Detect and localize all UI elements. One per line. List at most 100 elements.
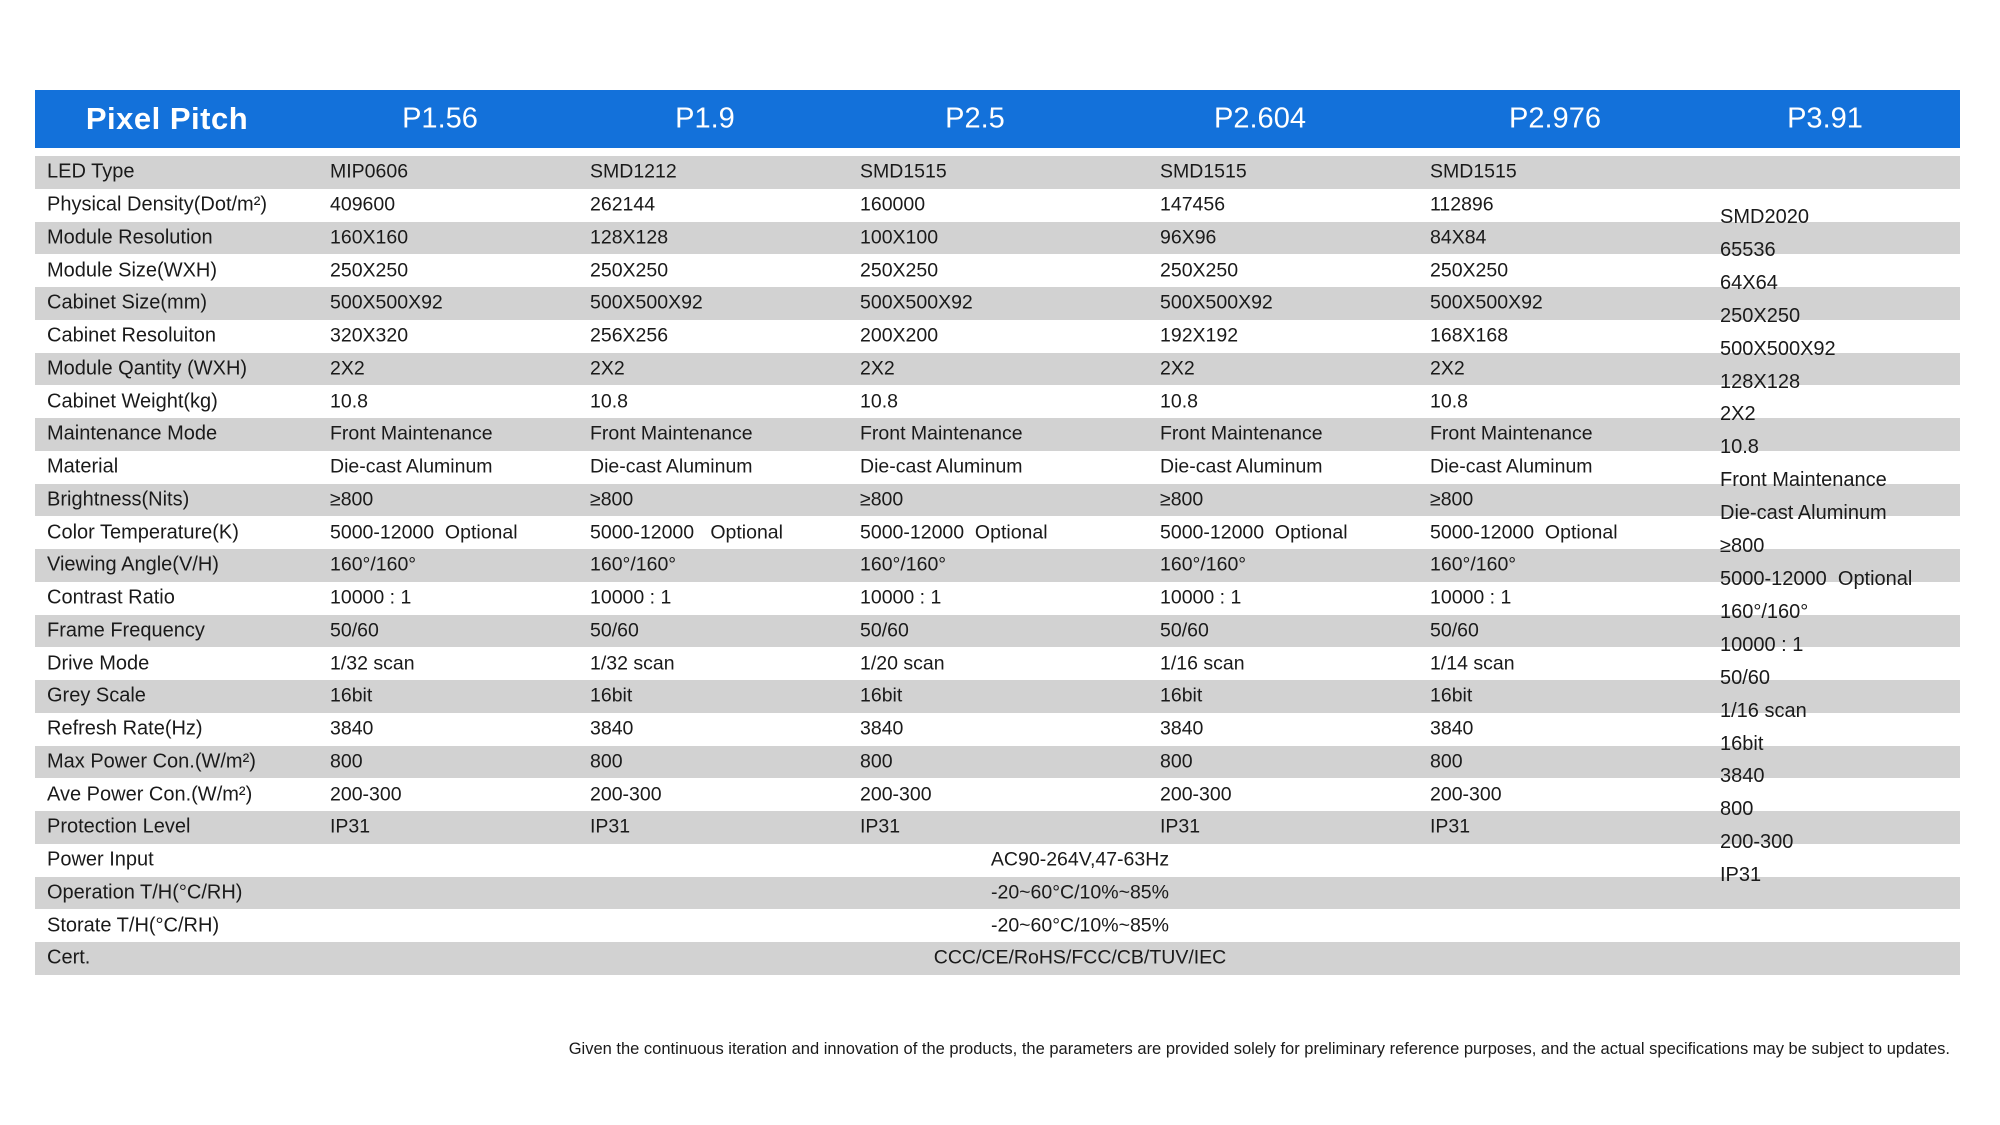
row-label: Cert. bbox=[47, 946, 91, 969]
table-row: Operation T/H(°C/RH) -20~60°C/10%~85% bbox=[35, 876, 1960, 910]
cell-value: 500X500X92 bbox=[1160, 291, 1273, 314]
cell-value: 3840 bbox=[1430, 717, 1474, 740]
cell-value: 250X250 bbox=[1430, 259, 1509, 282]
cell-value: 192X192 bbox=[1160, 324, 1239, 347]
table-row: Ave Power Con.(W/m²) 200-300 200-300 200-30… bbox=[35, 778, 1960, 811]
table-row: Color Temperature(K) 5000-12000 Optional 5… bbox=[35, 516, 1960, 549]
cell-value: 10000 : 1 bbox=[860, 586, 942, 609]
cell-value: 2X2 bbox=[860, 357, 895, 380]
cell-value: 147456 bbox=[1160, 193, 1226, 216]
table-row: Power Input AC90-264V,47-63Hz bbox=[35, 843, 1960, 877]
cell-value: ≥800 bbox=[1160, 488, 1204, 511]
cell-value: 10.8 bbox=[1430, 390, 1468, 413]
cell-value: 16bit bbox=[860, 684, 903, 707]
p391-item: 200-300 bbox=[1720, 831, 1794, 854]
cell-value: 3840 bbox=[860, 717, 904, 740]
cell-value: 800 bbox=[1430, 750, 1463, 773]
p391-item: 160°/160° bbox=[1720, 600, 1809, 623]
cell-value: 10.8 bbox=[1160, 390, 1198, 413]
table-row: Frame Frequency 50/60 50/60 50/60 50/60 50/60 bbox=[35, 614, 1960, 648]
cell-value: 500X500X92 bbox=[1430, 291, 1543, 314]
cell-value: 262144 bbox=[590, 193, 656, 216]
column-header-p1-56: P1.56 bbox=[402, 102, 478, 135]
p391-item: 2X2 bbox=[1720, 403, 1756, 426]
row-label: Viewing Angle(V/H) bbox=[47, 553, 219, 576]
cell-value: 100X100 bbox=[860, 226, 939, 249]
p391-item: ≥800 bbox=[1720, 535, 1765, 558]
column-header-p2-604: P2.604 bbox=[1214, 102, 1306, 135]
cell-value: 10.8 bbox=[860, 390, 898, 413]
cell-value: Die-cast Aluminum bbox=[860, 455, 1023, 478]
cell-value: 800 bbox=[1160, 750, 1193, 773]
p391-item: 16bit bbox=[1720, 732, 1764, 755]
cell-value: Front Maintenance bbox=[1430, 422, 1593, 445]
row-label: Cabinet Size(mm) bbox=[47, 291, 208, 314]
p391-value-list: SMD2020 65536 64X64 250X250 500X500X92 128X12… bbox=[1720, 201, 1912, 892]
cell-value: 10.8 bbox=[590, 390, 628, 413]
shared-cell-value: CCC/CE/RoHS/FCC/CB/TUV/IEC bbox=[933, 946, 1227, 969]
cell-value: IP31 bbox=[590, 815, 631, 838]
row-label: Storate T/H(°C/RH) bbox=[47, 914, 220, 937]
cell-value: 409600 bbox=[330, 193, 396, 216]
cell-value: 500X500X92 bbox=[330, 291, 443, 314]
cell-value: 50/60 bbox=[1430, 619, 1479, 642]
cell-value: 50/60 bbox=[330, 619, 379, 642]
row-label: Ave Power Con.(W/m²) bbox=[47, 783, 253, 806]
row-label: Drive Mode bbox=[47, 652, 150, 675]
cell-value: SMD1515 bbox=[1430, 160, 1517, 183]
cell-value: 2X2 bbox=[330, 357, 365, 380]
p391-item: Die-cast Aluminum bbox=[1720, 502, 1887, 525]
cell-value: 5000-12000 Optional bbox=[330, 521, 518, 544]
shared-cell-value: -20~60°C/10%~85% bbox=[990, 881, 1169, 904]
cell-value: 500X500X92 bbox=[590, 291, 703, 314]
table-row: Cabinet Size(mm) 500X500X92 500X500X92 500X… bbox=[35, 287, 1960, 320]
cell-value: 5000-12000 Optional bbox=[1160, 521, 1348, 544]
cell-value: 160°/160° bbox=[860, 553, 947, 576]
cell-value: 168X168 bbox=[1430, 324, 1509, 347]
row-label: Material bbox=[47, 455, 119, 478]
disclaimer-text: Given the continuous iteration and innov… bbox=[568, 1040, 1950, 1058]
cell-value: 160°/160° bbox=[1430, 553, 1517, 576]
cell-value: 800 bbox=[590, 750, 623, 773]
table-row: Storate T/H(°C/RH) -20~60°C/10%~85% bbox=[35, 909, 1960, 942]
row-label: Physical Density(Dot/m²) bbox=[47, 193, 268, 216]
table-row: Cabinet Resoluiton 320X320 256X256 200X200 1… bbox=[35, 319, 1960, 353]
cell-value: 50/60 bbox=[1160, 619, 1209, 642]
cell-value: 800 bbox=[330, 750, 363, 773]
cell-value: Front Maintenance bbox=[1160, 422, 1323, 445]
row-label: Module Size(WXH) bbox=[47, 259, 218, 282]
cell-value: Front Maintenance bbox=[590, 422, 753, 445]
cell-value: 128X128 bbox=[590, 226, 669, 249]
table-row: Physical Density(Dot/m²) 409600 262144 1600… bbox=[35, 188, 1960, 222]
cell-value: 50/60 bbox=[860, 619, 909, 642]
cell-value: 250X250 bbox=[860, 259, 939, 282]
cell-value: 200-300 bbox=[1430, 783, 1502, 806]
cell-value: 200-300 bbox=[330, 783, 402, 806]
cell-value: 200-300 bbox=[860, 783, 932, 806]
shared-cell-value: -20~60°C/10%~85% bbox=[990, 914, 1169, 937]
cell-value: 250X250 bbox=[330, 259, 409, 282]
p391-item: SMD2020 bbox=[1720, 206, 1809, 228]
cell-value: 160000 bbox=[860, 193, 926, 216]
cell-value: 10000 : 1 bbox=[1160, 586, 1242, 609]
row-label: LED Type bbox=[47, 160, 135, 183]
table-row: Max Power Con.(W/m²) 800 800 800 800 800 bbox=[35, 745, 1960, 779]
cell-value: IP31 bbox=[1430, 815, 1471, 838]
cell-value: 50/60 bbox=[590, 619, 639, 642]
p391-item: 10.8 bbox=[1720, 436, 1759, 459]
cell-value: 10000 : 1 bbox=[590, 586, 672, 609]
p391-item: 250X250 bbox=[1720, 304, 1801, 327]
cell-value: 3840 bbox=[590, 717, 634, 740]
p391-item: IP31 bbox=[1720, 864, 1762, 887]
cell-value: 5000-12000 Optional bbox=[590, 521, 783, 544]
corner-label: Pixel Pitch bbox=[85, 101, 249, 136]
cell-value: 1/32 scan bbox=[330, 652, 415, 675]
cell-value: 1/20 scan bbox=[860, 652, 945, 675]
cell-value: Die-cast Aluminum bbox=[1430, 455, 1593, 478]
cell-value: 256X256 bbox=[590, 324, 669, 347]
cell-value: 1/32 scan bbox=[590, 652, 675, 675]
cell-value: 250X250 bbox=[590, 259, 669, 282]
cell-value: 800 bbox=[860, 750, 893, 773]
cell-value: 320X320 bbox=[330, 324, 409, 347]
cell-value: SMD1515 bbox=[860, 160, 947, 183]
